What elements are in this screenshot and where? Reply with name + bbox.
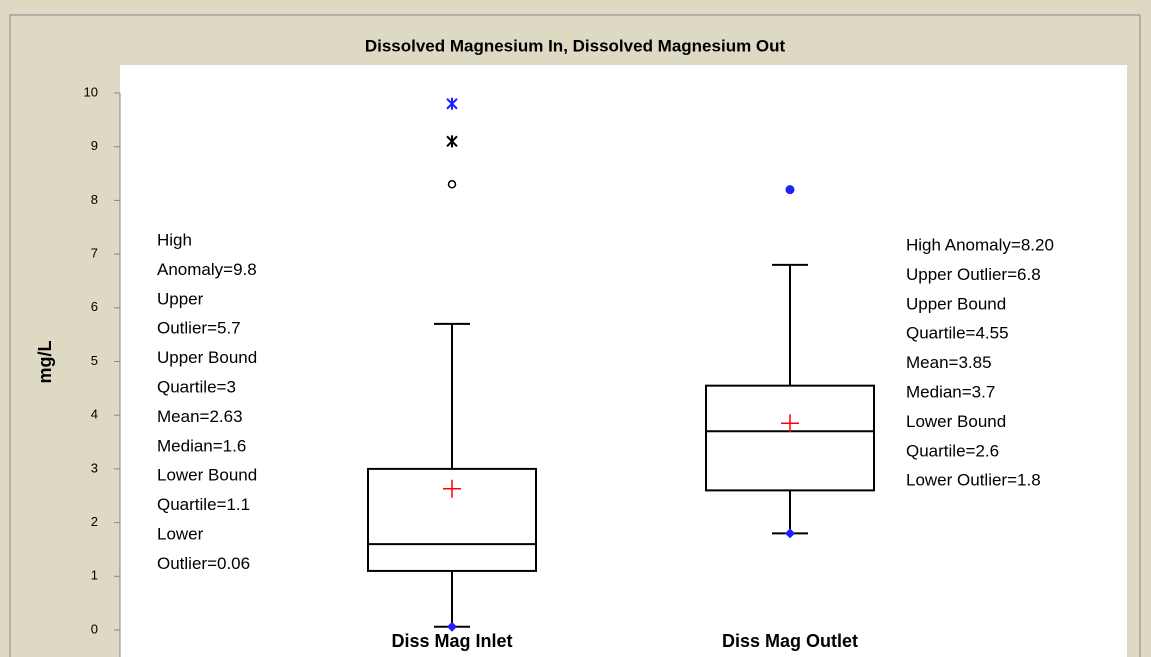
annotation-line: Quartile=1.1 bbox=[157, 495, 250, 514]
annotation-line: Median=3.7 bbox=[906, 382, 995, 401]
annotation-line: Mean=3.85 bbox=[906, 353, 992, 372]
annotation-line: Lower bbox=[157, 524, 204, 543]
annotation-line: Lower Bound bbox=[157, 466, 257, 485]
y-tick-label: 4 bbox=[91, 407, 98, 422]
annotation-line: Upper Bound bbox=[157, 348, 257, 367]
annotation-line: Median=1.6 bbox=[157, 436, 246, 455]
box bbox=[367, 467, 537, 572]
y-axis-label: mg/L bbox=[35, 340, 55, 383]
y-tick-label: 9 bbox=[91, 138, 98, 153]
annotation-line: Quartile=2.6 bbox=[906, 441, 999, 460]
y-tick-label: 6 bbox=[91, 299, 98, 314]
low-marker bbox=[785, 528, 795, 539]
y-tick-label: 1 bbox=[91, 568, 98, 583]
y-tick-label: 0 bbox=[91, 621, 98, 636]
annotation-line: Outlier=5.7 bbox=[157, 319, 241, 338]
annotation-line: Outlier=0.06 bbox=[157, 554, 250, 573]
outlier bbox=[446, 135, 458, 148]
mean-marker bbox=[781, 414, 799, 433]
outlier bbox=[447, 180, 457, 189]
annotation-line: Upper bbox=[157, 289, 204, 308]
annotation-line: Upper Outlier=6.8 bbox=[906, 265, 1041, 284]
mean-marker bbox=[443, 479, 461, 498]
annotation-line: Quartile=4.55 bbox=[906, 324, 1009, 343]
outlier bbox=[785, 185, 795, 195]
y-tick-label: 10 bbox=[84, 84, 98, 99]
x-tick-label: Diss Mag Inlet bbox=[391, 631, 512, 651]
annotation-line: High Anomaly=8.20 bbox=[906, 235, 1054, 254]
annotation-line: High bbox=[157, 230, 192, 249]
box bbox=[705, 384, 875, 492]
y-tick-label: 7 bbox=[91, 246, 98, 261]
annotation-line: Upper Bound bbox=[906, 294, 1006, 313]
annotation-line: Anomaly=9.8 bbox=[157, 260, 257, 279]
annotation-line: Lower Bound bbox=[906, 412, 1006, 431]
y-tick-label: 3 bbox=[91, 460, 98, 475]
plot-area bbox=[120, 65, 1127, 657]
annotation-line: Quartile=3 bbox=[157, 377, 236, 396]
x-tick-label: Diss Mag Outlet bbox=[722, 631, 858, 651]
y-tick-label: 8 bbox=[91, 192, 98, 207]
low-marker bbox=[447, 621, 457, 632]
annotation-line: Mean=2.63 bbox=[157, 407, 243, 426]
annotation-line: Lower Outlier=1.8 bbox=[906, 471, 1041, 490]
y-tick-label: 2 bbox=[91, 514, 98, 529]
y-tick-label: 5 bbox=[91, 353, 98, 368]
outlier bbox=[446, 97, 458, 110]
chart-title: Dissolved Magnesium In, Dissolved Magnes… bbox=[365, 36, 786, 55]
